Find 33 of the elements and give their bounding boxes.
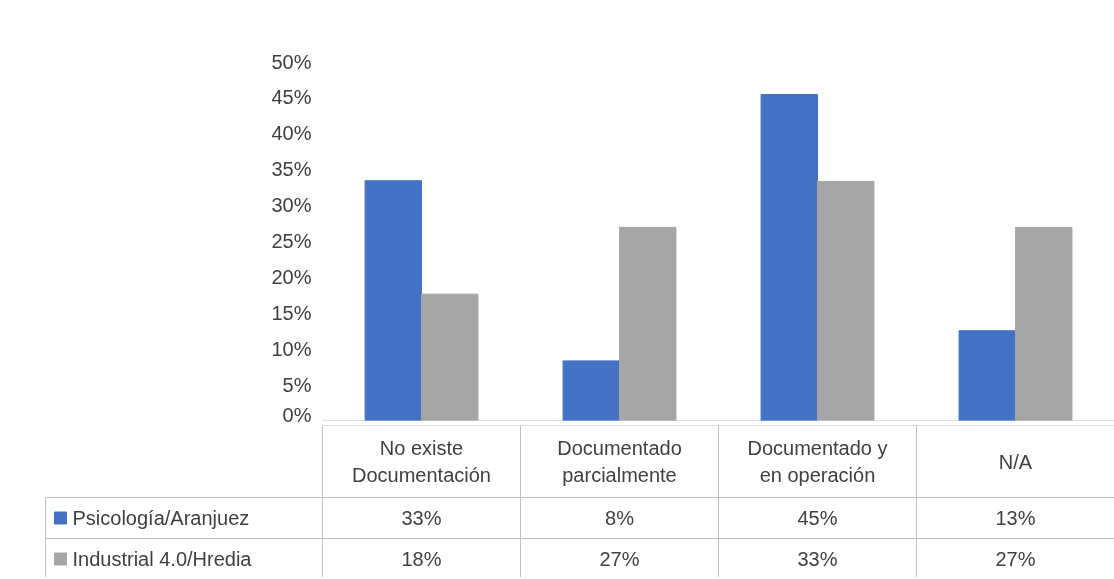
data-label: 18% [401, 548, 442, 570]
bar [760, 94, 818, 421]
data-label: 13% [995, 507, 1036, 529]
data-label: 33% [797, 548, 838, 570]
x-tick-label: No existe Documentación [352, 436, 491, 487]
x-tick-label: Documentado y en operación [747, 436, 888, 487]
data-label: 27% [995, 548, 1036, 570]
data-label: 27% [599, 548, 640, 570]
y-tick-label: 15% [271, 301, 312, 324]
y-tick-label: 20% [271, 265, 312, 288]
bar [1015, 226, 1073, 421]
bar [364, 180, 422, 421]
y-tick-label: 50% [271, 50, 312, 73]
x-tick-label: N/A [998, 450, 1033, 473]
y-tick-label: 40% [271, 122, 312, 145]
data-label: 8% [605, 507, 635, 529]
x-tick-label: Documentado parcialmente [557, 436, 682, 487]
legend-label: Industrial 4.0/Hredia [72, 548, 253, 570]
bar [562, 360, 620, 421]
bar [958, 330, 1016, 421]
data-label: 45% [797, 507, 838, 529]
y-tick-label: 5% [282, 373, 312, 396]
y-tick-label: 0% [282, 403, 312, 426]
legend-label: Psicología/Aranjuez [72, 507, 250, 529]
bar [421, 293, 479, 421]
y-tick-label: 30% [271, 194, 312, 217]
bar [619, 226, 677, 421]
y-tick-label: 10% [271, 337, 312, 360]
data-label: 33% [401, 507, 442, 529]
y-tick-label: 45% [271, 86, 312, 109]
y-tick-label: 25% [271, 230, 312, 252]
bar [817, 180, 875, 421]
y-tick-label: 35% [271, 158, 312, 181]
